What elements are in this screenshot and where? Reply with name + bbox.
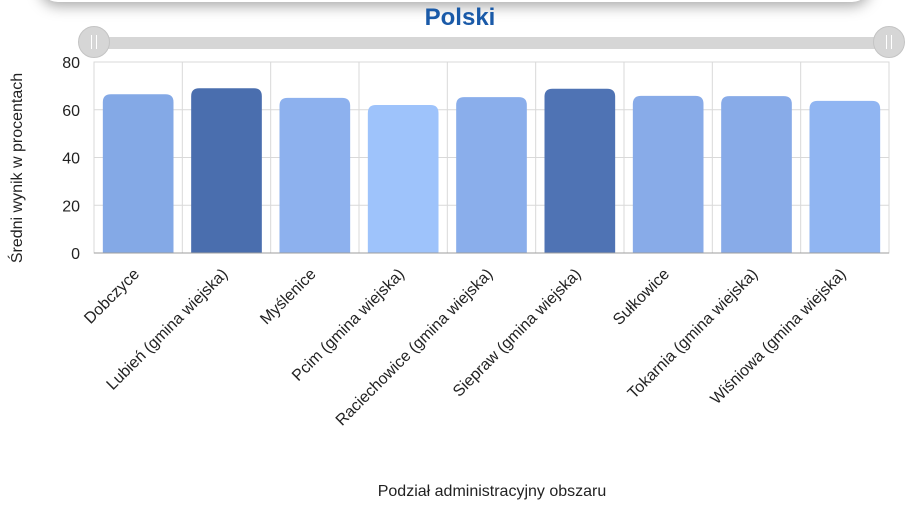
bars	[102, 88, 881, 254]
bar	[102, 94, 174, 253]
grip-icon	[91, 35, 97, 49]
y-axis-ticks: 0 20 40 60 80	[62, 55, 80, 263]
x-tick-label: Sułkowice	[610, 266, 673, 329]
bar	[809, 100, 881, 253]
y-tick-label: 60	[62, 103, 80, 120]
bar	[721, 96, 792, 253]
y-tick-label: 0	[71, 246, 80, 263]
x-tick-label: Myślenice	[257, 266, 319, 328]
grip-icon	[886, 35, 892, 49]
bar	[367, 104, 439, 253]
bar	[632, 95, 704, 253]
bar	[279, 97, 351, 253]
y-axis-title: Średni wynik w procentach	[7, 73, 26, 263]
range-slider-left-handle[interactable]	[78, 26, 110, 58]
chart-title: Polski	[424, 4, 496, 31]
x-tick-label: Dobczyce	[81, 266, 143, 328]
y-tick-label: 40	[62, 151, 80, 168]
bar	[191, 88, 262, 253]
header-shadow	[40, 0, 870, 2]
bar	[456, 97, 527, 253]
bar	[544, 88, 616, 254]
x-tick-label: Raciechowice (gmina wiejska)	[333, 266, 497, 430]
y-tick-label: 20	[62, 198, 80, 215]
y-tick-label: 80	[62, 55, 80, 72]
x-axis-title: Podział administracyjny obszaru	[378, 483, 607, 500]
range-slider-right-handle[interactable]	[873, 26, 905, 58]
range-slider-track[interactable]	[94, 37, 888, 49]
